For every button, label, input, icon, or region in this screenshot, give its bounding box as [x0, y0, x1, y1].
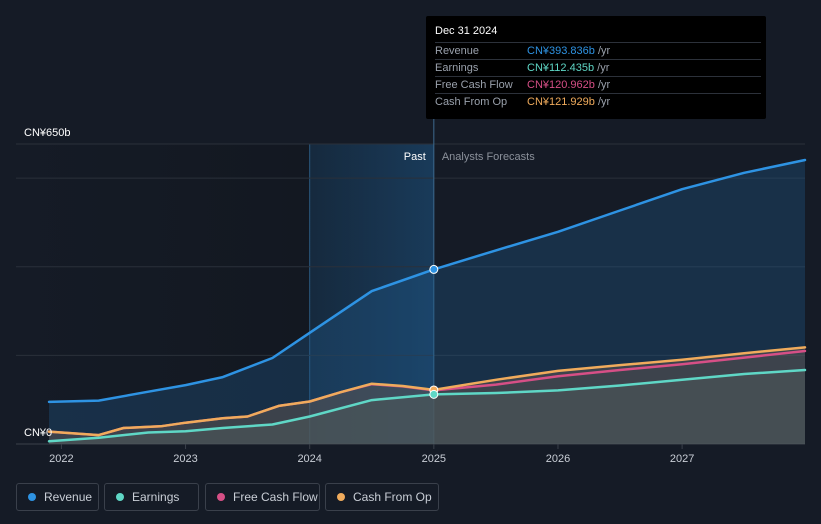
- tooltip-value-text: CN¥121.929b: [527, 96, 595, 108]
- series-line-revenue: [47, 158, 807, 404]
- tooltip-unit: /yr: [594, 79, 611, 91]
- x-tick-label: 2025: [422, 453, 446, 465]
- tooltip: Dec 31 2024 Revenue CN¥393.836b /yr Earn…: [426, 16, 766, 119]
- legend-label: Revenue: [44, 490, 93, 504]
- past-label: Past: [404, 151, 426, 163]
- tooltip-value: CN¥393.836b /yr: [527, 45, 610, 57]
- y-tick-label: CN¥0: [24, 427, 52, 439]
- series-line-cash-from-op: [47, 346, 807, 437]
- tooltip-row-cash-from-op: Cash From Op CN¥121.929b /yr: [435, 93, 761, 111]
- legend-dot-icon: [337, 493, 345, 501]
- tooltip-unit: /yr: [594, 96, 611, 108]
- y-tick-label: CN¥650b: [24, 127, 70, 139]
- legend-dot-icon: [28, 493, 36, 501]
- tooltip-date: Dec 31 2024: [435, 25, 498, 37]
- legend-item-free-cash-flow[interactable]: Free Cash Flow: [205, 483, 320, 511]
- legend-item-cash-from-op[interactable]: Cash From Op: [325, 483, 439, 511]
- tooltip-row-revenue: Revenue CN¥393.836b /yr: [435, 42, 761, 60]
- earnings-area: [49, 370, 805, 444]
- tooltip-row-earnings: Earnings CN¥112.435b /yr: [435, 59, 761, 77]
- tooltip-value-text: CN¥393.836b: [527, 45, 595, 57]
- tooltip-label: Cash From Op: [435, 96, 508, 108]
- tooltip-unit: /yr: [594, 45, 611, 57]
- chart-canvas: CN¥650b CN¥0 Past Analysts Forecasts 2022 202…: [16, 16, 807, 465]
- x-tick-label: 2023: [173, 453, 197, 465]
- point-marker-revenue: [429, 264, 439, 274]
- forecast-label: Analysts Forecasts: [442, 151, 535, 163]
- tooltip-label: Free Cash Flow: [435, 79, 513, 91]
- legend-item-revenue[interactable]: Revenue: [16, 483, 99, 511]
- series-line-earnings: [47, 368, 807, 443]
- tooltip-label: Revenue: [435, 45, 480, 57]
- tooltip-value-text: CN¥112.435b: [527, 62, 595, 74]
- x-tick-label: 2027: [670, 453, 694, 465]
- point-marker-earnings: [429, 389, 439, 399]
- tooltip-value-text: CN¥120.962b: [527, 79, 595, 91]
- tooltip-value: CN¥120.962b /yr: [527, 79, 610, 91]
- legend-item-earnings[interactable]: Earnings: [104, 483, 199, 511]
- x-tick-label: 2024: [297, 453, 321, 465]
- tooltip-row-free-cash-flow: Free Cash Flow CN¥120.962b /yr: [435, 76, 761, 94]
- legend-dot-icon: [116, 493, 124, 501]
- tooltip-unit: /yr: [594, 62, 610, 74]
- revenue-area: [49, 160, 805, 444]
- tooltip-value: CN¥121.929b /yr: [527, 96, 610, 108]
- legend-dot-icon: [217, 493, 225, 501]
- legend-label: Cash From Op: [353, 490, 432, 504]
- tooltip-label: Earnings: [435, 62, 479, 74]
- legend-label: Earnings: [132, 490, 180, 504]
- x-tick-label: 2026: [546, 453, 570, 465]
- tooltip-value: CN¥112.435b /yr: [527, 62, 609, 74]
- legend-label: Free Cash Flow: [233, 490, 318, 504]
- x-tick-label: 2022: [49, 453, 73, 465]
